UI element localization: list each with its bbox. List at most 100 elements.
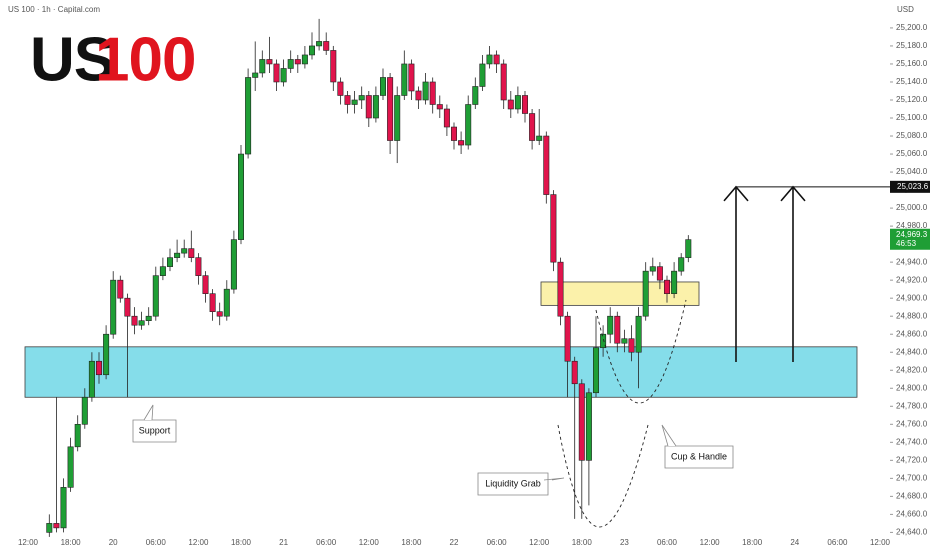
candle-body bbox=[529, 113, 536, 141]
candle-body bbox=[663, 279, 670, 294]
candle-body bbox=[436, 104, 443, 110]
candle-body bbox=[443, 108, 450, 128]
candle-body bbox=[642, 270, 649, 317]
y-unit: USD bbox=[897, 5, 914, 14]
candle-body bbox=[67, 446, 74, 488]
y-tick-label: 24,900.0 bbox=[896, 293, 928, 302]
callout-box bbox=[664, 445, 734, 469]
countdown: 46:53 bbox=[896, 239, 917, 248]
candle-body bbox=[152, 275, 159, 317]
candle-body bbox=[635, 315, 642, 353]
y-tick-label: 24,700.0 bbox=[896, 473, 928, 482]
candle-body bbox=[88, 360, 95, 398]
candle-body bbox=[365, 95, 372, 119]
callout-pointer bbox=[661, 424, 677, 447]
arrow-head bbox=[780, 185, 806, 202]
candle-body bbox=[600, 333, 607, 349]
candle-body bbox=[301, 54, 308, 65]
y-tick-label: 24,720.0 bbox=[896, 455, 928, 464]
candle-body bbox=[294, 59, 301, 65]
y-tick-label: 25,160.0 bbox=[896, 59, 928, 68]
x-tick-label: 23 bbox=[620, 538, 629, 547]
candle-body bbox=[557, 261, 564, 317]
candle-body bbox=[145, 315, 152, 321]
candle-body bbox=[401, 63, 408, 96]
x-tick-label: 22 bbox=[450, 538, 459, 547]
candle-body bbox=[479, 63, 486, 87]
x-tick-label: 18:00 bbox=[61, 538, 82, 547]
candle-body bbox=[571, 360, 578, 385]
candle-body bbox=[230, 239, 237, 290]
candle-body bbox=[585, 392, 592, 461]
x-tick-label: 18:00 bbox=[742, 538, 763, 547]
candle-body bbox=[514, 95, 521, 110]
header: US 100 · 1h · Capital.com bbox=[8, 5, 100, 14]
candle-body bbox=[671, 270, 678, 294]
candle-body bbox=[60, 487, 67, 529]
candle-body bbox=[564, 315, 571, 362]
y-tick-label: 25,100.0 bbox=[896, 113, 928, 122]
candle-body bbox=[337, 81, 344, 96]
y-tick-label: 24,640.0 bbox=[896, 528, 928, 537]
candle-body bbox=[110, 279, 117, 335]
y-tick-label: 25,040.0 bbox=[896, 167, 928, 176]
candle-body bbox=[280, 68, 287, 83]
candle-body bbox=[96, 360, 103, 376]
candle-body bbox=[252, 72, 259, 78]
last-price-label: 24,969.3 bbox=[896, 230, 928, 239]
candle-body bbox=[628, 338, 635, 353]
target-label-box bbox=[890, 180, 930, 193]
candle-body bbox=[415, 90, 422, 101]
x-tick-label: 20 bbox=[109, 538, 118, 547]
candle-body bbox=[521, 95, 528, 114]
candle-body bbox=[507, 99, 514, 110]
candle-body bbox=[372, 95, 379, 119]
candle-body bbox=[81, 396, 88, 425]
y-tick-label: 24,800.0 bbox=[896, 383, 928, 392]
candle-body bbox=[195, 257, 202, 276]
candle-body bbox=[543, 135, 550, 195]
candle-body bbox=[472, 86, 479, 105]
y-tick-label: 25,140.0 bbox=[896, 77, 928, 86]
liquidity-curve bbox=[557, 424, 649, 528]
candle-body bbox=[209, 293, 216, 312]
callout-box bbox=[477, 472, 549, 496]
x-tick-label: 24 bbox=[790, 538, 799, 547]
y-tick-label: 24,940.0 bbox=[896, 257, 928, 266]
y-tick-label: 25,000.0 bbox=[896, 203, 928, 212]
candle-body bbox=[167, 257, 174, 267]
candle-body bbox=[607, 315, 614, 335]
logo-100: 100 bbox=[95, 25, 195, 94]
candle-body bbox=[358, 95, 365, 101]
candle-body bbox=[351, 99, 358, 105]
candle-body bbox=[550, 194, 557, 263]
x-tick-label: 12:00 bbox=[529, 538, 550, 547]
callout-pointer bbox=[143, 404, 154, 421]
candle-body bbox=[316, 41, 323, 47]
candle-body bbox=[465, 104, 472, 146]
candle-body bbox=[174, 252, 181, 258]
candle-body bbox=[493, 54, 500, 65]
candle-body bbox=[678, 257, 685, 272]
candle-body bbox=[117, 279, 124, 299]
y-tick-label: 24,680.0 bbox=[896, 491, 928, 500]
last-price-box bbox=[890, 228, 930, 250]
candle-body bbox=[685, 239, 692, 258]
y-tick-label: 24,860.0 bbox=[896, 329, 928, 338]
candle-body bbox=[181, 248, 188, 254]
candle-body bbox=[216, 311, 223, 317]
candle-body bbox=[408, 63, 415, 92]
x-tick-label: 12:00 bbox=[700, 538, 721, 547]
candle-body bbox=[103, 333, 110, 376]
annotation: Liquidity Grab bbox=[485, 478, 541, 488]
candle-body bbox=[379, 77, 386, 96]
x-tick-label: 12:00 bbox=[870, 538, 891, 547]
annotation: Support bbox=[139, 425, 171, 435]
x-tick-label: 06:00 bbox=[657, 538, 678, 547]
callout-box bbox=[132, 419, 177, 443]
x-tick-label: 18:00 bbox=[401, 538, 422, 547]
candle-body bbox=[387, 77, 394, 141]
y-tick-label: 24,760.0 bbox=[896, 419, 928, 428]
candle-body bbox=[536, 135, 543, 141]
